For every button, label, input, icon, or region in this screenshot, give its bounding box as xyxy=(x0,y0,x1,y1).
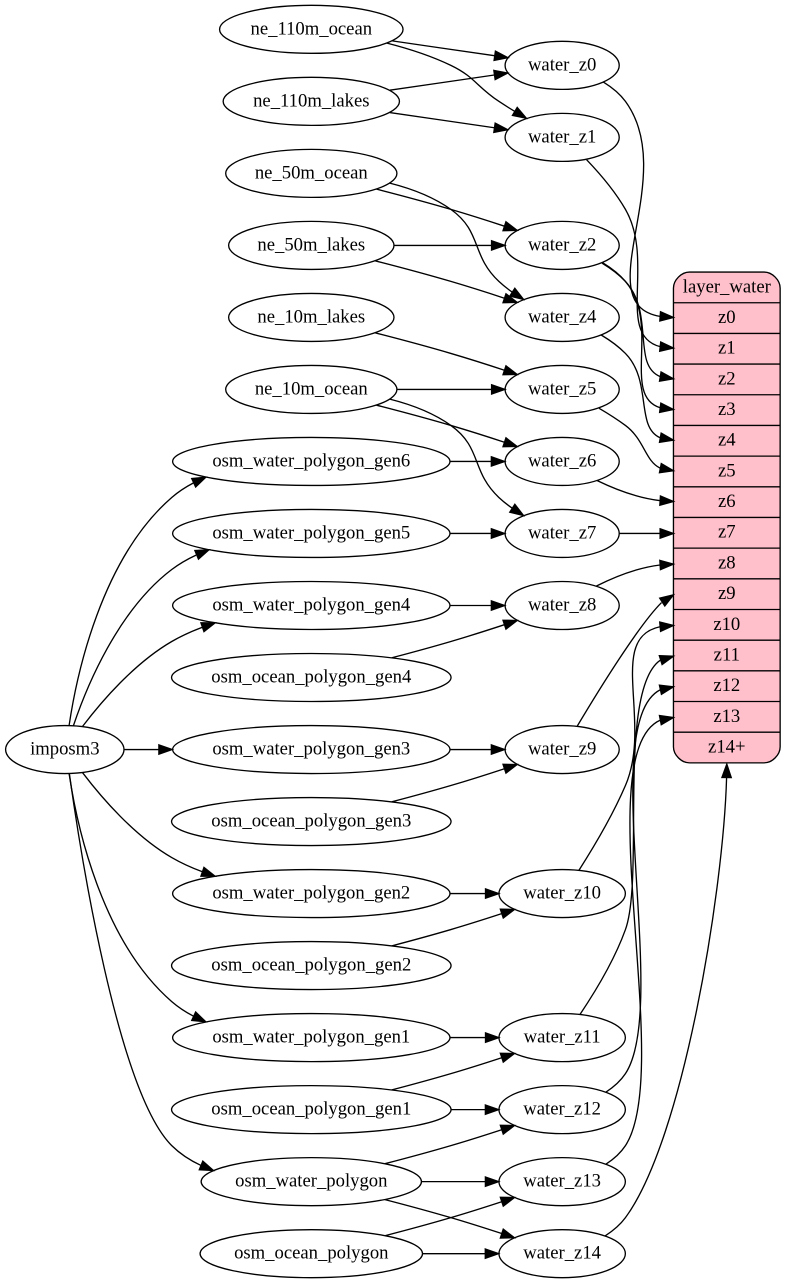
svg-text:osm_water_polygon: osm_water_polygon xyxy=(235,1171,388,1192)
svg-text:z3: z3 xyxy=(718,399,736,420)
svg-text:z6: z6 xyxy=(718,491,736,512)
svg-text:osm_water_polygon_gen4: osm_water_polygon_gen4 xyxy=(212,594,411,615)
svg-text:z7: z7 xyxy=(718,522,736,543)
svg-text:water_z7: water_z7 xyxy=(528,522,596,543)
svg-text:ne_10m_lakes: ne_10m_lakes xyxy=(257,306,365,327)
svg-text:z14+: z14+ xyxy=(708,736,745,757)
svg-text:z0: z0 xyxy=(718,307,736,328)
svg-text:osm_ocean_polygon_gen4: osm_ocean_polygon_gen4 xyxy=(211,666,412,687)
svg-text:water_z4: water_z4 xyxy=(528,306,597,327)
svg-text:ne_110m_lakes: ne_110m_lakes xyxy=(253,90,369,111)
svg-text:water_z2: water_z2 xyxy=(528,234,596,255)
svg-text:water_z1: water_z1 xyxy=(528,126,596,147)
svg-text:osm_water_polygon_gen6: osm_water_polygon_gen6 xyxy=(212,450,410,471)
svg-text:osm_water_polygon_gen3: osm_water_polygon_gen3 xyxy=(212,738,410,759)
svg-text:water_z12: water_z12 xyxy=(523,1099,601,1120)
svg-text:osm_water_polygon_gen5: osm_water_polygon_gen5 xyxy=(212,522,410,543)
svg-text:osm_ocean_polygon: osm_ocean_polygon xyxy=(234,1243,389,1264)
svg-text:water_z8: water_z8 xyxy=(528,594,596,615)
svg-text:water_z5: water_z5 xyxy=(528,378,596,399)
svg-text:water_z6: water_z6 xyxy=(528,450,596,471)
svg-text:ne_110m_ocean: ne_110m_ocean xyxy=(251,18,373,39)
svg-text:osm_ocean_polygon_gen3: osm_ocean_polygon_gen3 xyxy=(211,810,411,831)
svg-text:water_z0: water_z0 xyxy=(528,54,596,75)
svg-text:z2: z2 xyxy=(718,368,736,389)
svg-text:ne_10m_ocean: ne_10m_ocean xyxy=(255,378,369,399)
svg-text:z9: z9 xyxy=(718,583,736,604)
svg-text:osm_ocean_polygon_gen1: osm_ocean_polygon_gen1 xyxy=(211,1099,411,1120)
svg-text:z4: z4 xyxy=(718,430,736,451)
svg-text:z10: z10 xyxy=(713,614,740,635)
svg-text:water_z13: water_z13 xyxy=(523,1171,601,1192)
svg-text:osm_water_polygon_gen2: osm_water_polygon_gen2 xyxy=(212,883,410,904)
svg-text:layer_water: layer_water xyxy=(683,276,772,297)
svg-text:z13: z13 xyxy=(713,706,740,727)
svg-text:water_z14: water_z14 xyxy=(523,1243,601,1264)
svg-text:ne_50m_lakes: ne_50m_lakes xyxy=(257,234,365,255)
svg-text:osm_water_polygon_gen1: osm_water_polygon_gen1 xyxy=(212,1027,410,1048)
svg-text:osm_ocean_polygon_gen2: osm_ocean_polygon_gen2 xyxy=(211,955,411,976)
svg-text:z11: z11 xyxy=(714,644,740,665)
svg-text:water_z10: water_z10 xyxy=(523,883,601,904)
svg-text:water_z9: water_z9 xyxy=(528,738,596,759)
svg-text:ne_50m_ocean: ne_50m_ocean xyxy=(255,162,369,183)
svg-text:z1: z1 xyxy=(718,338,736,359)
svg-text:z5: z5 xyxy=(718,460,736,481)
svg-text:imposm3: imposm3 xyxy=(30,738,99,759)
svg-text:water_z11: water_z11 xyxy=(524,1027,601,1048)
svg-text:z8: z8 xyxy=(718,552,736,573)
svg-text:z12: z12 xyxy=(713,675,740,696)
